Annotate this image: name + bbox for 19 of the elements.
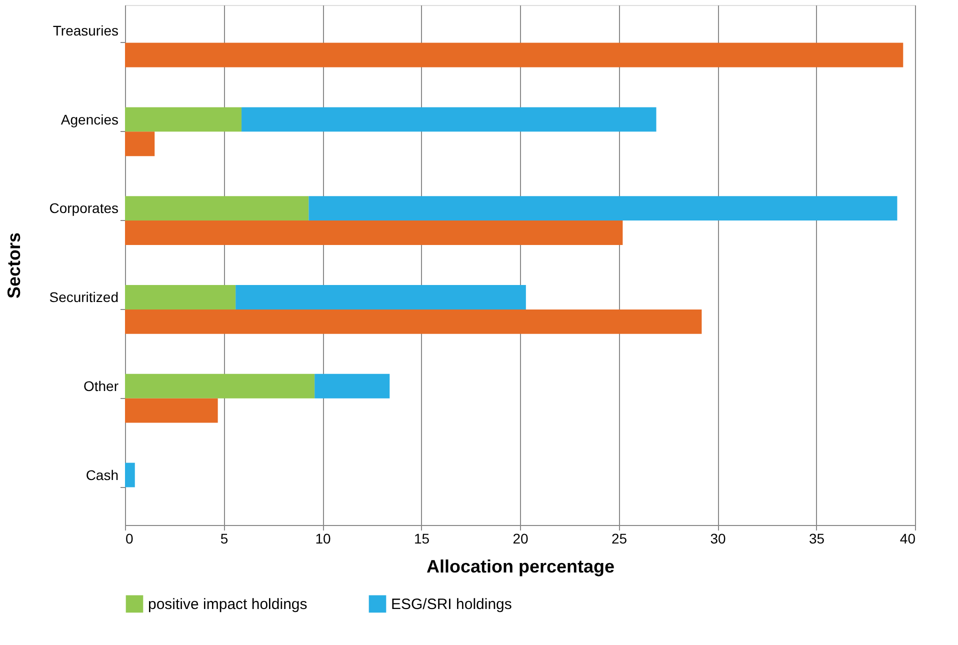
x-tick-label: 25	[611, 530, 628, 546]
y-tick-label: Agencies	[60, 111, 118, 128]
y-tick-label: Other	[83, 378, 119, 394]
x-tick-label: 40	[900, 530, 916, 546]
x-axis-title: Allocation percentage	[426, 556, 615, 576]
y-tick-label: Treasuries	[52, 22, 118, 38]
x-tick-label: 35	[808, 530, 825, 546]
y-axis-title: Sectors	[4, 232, 24, 299]
legend-label: ESG/SRI holdings	[391, 596, 512, 613]
x-tick-label: 20	[512, 530, 528, 546]
x-tick-label: 5	[220, 530, 228, 546]
x-tick-label: 30	[710, 530, 726, 546]
x-tick-label: 15	[414, 530, 430, 546]
y-tick-label: Corporates	[49, 200, 118, 216]
legend-label: positive impact holdings	[148, 596, 308, 613]
x-tick-label: 10	[315, 530, 331, 546]
y-tick-label: Securitized	[49, 289, 118, 306]
x-tick-label: 0	[126, 530, 134, 546]
y-tick-label: Cash	[86, 466, 118, 483]
